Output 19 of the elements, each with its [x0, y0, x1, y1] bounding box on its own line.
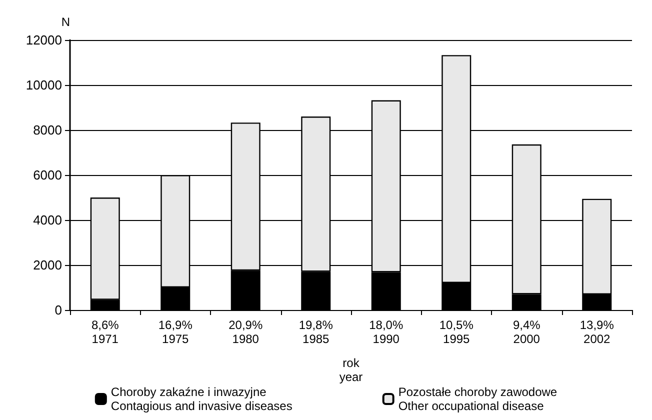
x-tick-label: 8,6% 1971: [91, 318, 120, 346]
x-tick-label: 9,4% 2000: [512, 318, 541, 346]
x-tick-label: 10,5% 1995: [439, 318, 474, 346]
y-tick-label: 0: [54, 302, 62, 318]
y-axis-title: N: [61, 15, 70, 29]
y-tick-label: 12000: [26, 32, 62, 48]
legend-label: Choroby zakaźne i inwazyjne Contagious and invasive diseases: [110, 385, 292, 413]
x-tick-label: 18,0% 1990: [369, 318, 404, 346]
x-tick-label: 13,9% 2002: [580, 318, 614, 346]
y-tick-label: 8000: [33, 122, 62, 138]
y-tick-label: 10000: [26, 78, 62, 92]
y-tick-label: 2000: [33, 258, 62, 272]
legend-label: Pozostałe choroby zawodowe Other occupational disease: [398, 385, 558, 413]
x-tick-label: 16,9% 1975: [158, 318, 193, 346]
x-axis-title: rok year: [339, 356, 363, 384]
x-tick-label: 20,9% 1980: [228, 318, 263, 346]
x-tick-label: 19,8% 1985: [298, 318, 334, 346]
y-tick-label: 4000: [33, 212, 62, 228]
y-tick-label: 6000: [33, 168, 62, 182]
